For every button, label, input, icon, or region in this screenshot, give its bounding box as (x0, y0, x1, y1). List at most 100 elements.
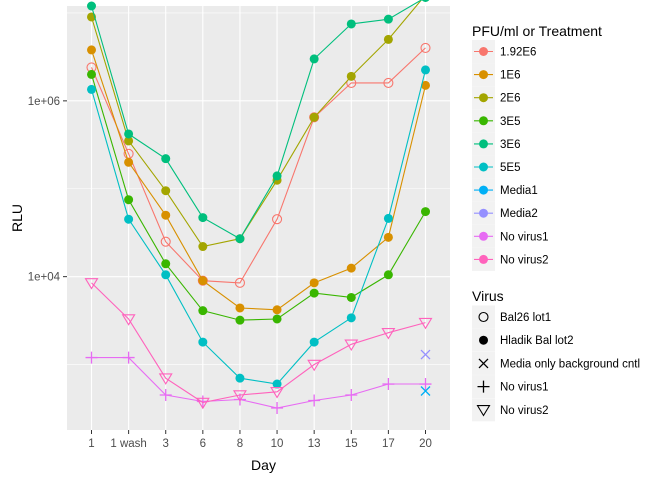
x-tick-label: 1 wash (110, 438, 146, 450)
data-point-3e6 (87, 1, 96, 11)
data-point-no-virus1 (159, 389, 172, 402)
data-point-2e6 (309, 112, 319, 122)
data-point-3e6 (346, 19, 356, 29)
data-point-1-92e6 (420, 42, 431, 53)
legend-label: 3E6 (500, 139, 520, 151)
legend-label: No virus1 (500, 382, 549, 394)
data-point-1-92e6 (272, 214, 283, 225)
data-point-no-virus2 (195, 397, 210, 410)
legend-key-bg (472, 398, 495, 422)
color-legend-title: PFU/ml or Treatment (472, 23, 602, 39)
series-line-3e6 (90, 0, 423, 240)
data-point-3e6 (309, 54, 319, 64)
legend-shape-open-circle (478, 311, 489, 323)
y-axis-title: RLU (9, 204, 25, 232)
data-point-1-92e6 (383, 77, 394, 88)
legend-label: Media only background cntl (500, 358, 640, 370)
data-point-1e6 (87, 45, 96, 55)
data-point-5e5 (87, 84, 96, 94)
legend-label: Media2 (500, 208, 538, 220)
y-axis: 1e+04 1e+06 (28, 96, 67, 284)
legend-key-marker (479, 254, 488, 264)
legend-key-marker (479, 162, 488, 172)
legend-label: No virus2 (500, 405, 549, 417)
data-point-2e6 (124, 136, 134, 146)
legend: PFU/ml or Treatment 1.92E6 1E6 2E6 3E5 3E6 5E… (472, 23, 640, 422)
data-point-1e6 (309, 278, 319, 288)
data-point-5e5 (235, 373, 245, 383)
data-point-1e6 (346, 263, 356, 273)
data-point-no-virus2 (270, 387, 285, 399)
data-point-2e6 (161, 186, 171, 196)
x-tick-label: 1 (88, 438, 94, 450)
data-point-no-virus1 (345, 389, 358, 402)
x-tick-label: 17 (382, 438, 395, 450)
series-line-1-92e6 (90, 47, 426, 284)
data-point-2e6 (198, 242, 208, 252)
data-point-1-92e6 (234, 277, 245, 288)
data-point-no-virus2 (84, 278, 99, 290)
legend-key-marker (479, 93, 488, 103)
legend-label: Bal26 lot1 (500, 312, 551, 324)
data-point-3e5 (87, 69, 96, 79)
data-point-2e6 (346, 71, 356, 81)
legend-key-marker (479, 116, 488, 126)
data-point-no-virus2 (121, 314, 136, 326)
data-point-3e5 (309, 288, 319, 298)
legend-shape-filled-circle (479, 335, 488, 345)
series-line-3e5 (90, 74, 426, 321)
data-point-3e6 (235, 234, 245, 244)
legend-key-marker (479, 231, 488, 241)
data-point-no-virus1 (308, 394, 321, 407)
series-line-5e5 (90, 69, 427, 385)
data-point-1e6 (124, 157, 134, 167)
color-legend-items: 1.92E6 1E6 2E6 3E5 3E6 5E5 Media1 Media2 No viru… (472, 40, 549, 271)
data-point-no-virus2 (381, 327, 396, 340)
data-point-no-virus1 (271, 402, 284, 415)
legend-key-bg (472, 305, 495, 329)
data-point-2e6 (383, 34, 393, 44)
data-point-5e5 (309, 337, 319, 347)
data-point-3e6 (161, 154, 171, 164)
data-point-3e5 (272, 314, 282, 324)
data-point-media2 (420, 349, 431, 360)
legend-key-marker (479, 70, 488, 80)
data-point-5e5 (383, 213, 393, 223)
data-point-3e5 (346, 292, 356, 302)
data-point-3e6 (198, 213, 208, 223)
data-point-3e6 (421, 0, 430, 2)
x-tick-label: 8 (237, 438, 243, 450)
data-point-no-virus2 (232, 390, 247, 402)
x-tick-label: 13 (308, 438, 321, 450)
data-point-5e5 (161, 270, 171, 280)
data-point-5e5 (198, 337, 208, 347)
legend-label: 2E6 (500, 93, 520, 105)
data-point-media1 (420, 386, 431, 396)
series-line-1e6 (90, 49, 427, 311)
data-point-5e5 (124, 214, 134, 224)
data-point-5e5 (346, 313, 356, 323)
x-tick-label: 3 (163, 438, 169, 450)
data-point-1e6 (161, 210, 171, 220)
legend-key-marker (479, 139, 488, 149)
series-layer (84, 0, 433, 415)
x-tick-label: 15 (345, 438, 358, 450)
data-point-3e5 (161, 259, 171, 269)
data-point-no-virus1 (85, 351, 98, 364)
x-axis-title: Day (251, 457, 276, 473)
data-point-1e6 (198, 276, 208, 286)
data-point-no-virus2 (307, 359, 322, 372)
data-point-no-virus2 (418, 317, 433, 330)
y-tick-label: 1e+04 (28, 272, 61, 284)
series-line-no-virus2 (91, 282, 426, 404)
legend-key-marker (479, 208, 488, 218)
data-point-no-virus1 (122, 351, 135, 364)
legend-key-marker (479, 47, 488, 56)
legend-label: 1E6 (500, 70, 520, 82)
legend-label: No virus1 (500, 231, 549, 243)
series-line-no-virus1 (91, 357, 426, 409)
data-point-no-virus2 (344, 339, 359, 352)
legend-shape-open-triangle-down (476, 405, 491, 417)
legend-shape-cross-x (478, 358, 489, 369)
